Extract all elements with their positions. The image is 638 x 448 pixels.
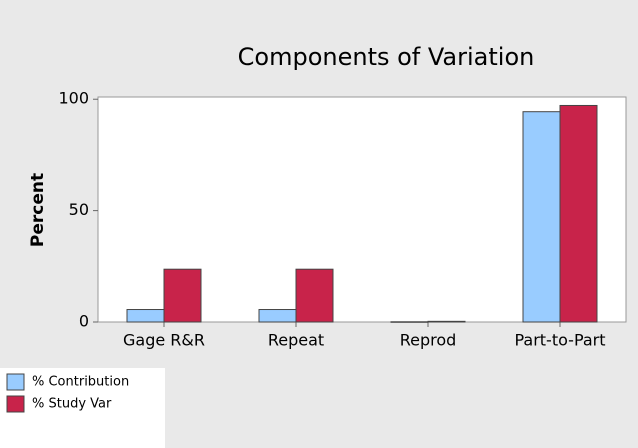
y-axis-label: Percent — [28, 173, 48, 247]
bar — [522, 111, 561, 323]
x-tick-label: Gage R&R — [123, 331, 205, 350]
bar — [559, 104, 598, 323]
x-tick-label: Repeat — [268, 331, 324, 350]
bar — [258, 309, 297, 323]
y-tick-label: 0 — [79, 312, 89, 331]
bar — [390, 321, 429, 323]
legend-label: % Study Var — [32, 397, 112, 412]
bar — [163, 268, 202, 323]
y-tick-label: 100 — [58, 89, 89, 108]
bar — [295, 268, 334, 323]
chart-title: Components of Variation — [238, 43, 535, 71]
x-tick-label: Reprod — [400, 331, 457, 350]
y-tick-label: 50 — [69, 200, 89, 219]
legend — [0, 368, 165, 448]
legend-swatch — [6, 395, 25, 413]
bar — [126, 309, 165, 323]
x-tick-label: Part-to-Part — [514, 331, 605, 350]
legend-swatch — [6, 373, 25, 391]
bar — [427, 320, 466, 323]
legend-label: % Contribution — [32, 375, 129, 390]
